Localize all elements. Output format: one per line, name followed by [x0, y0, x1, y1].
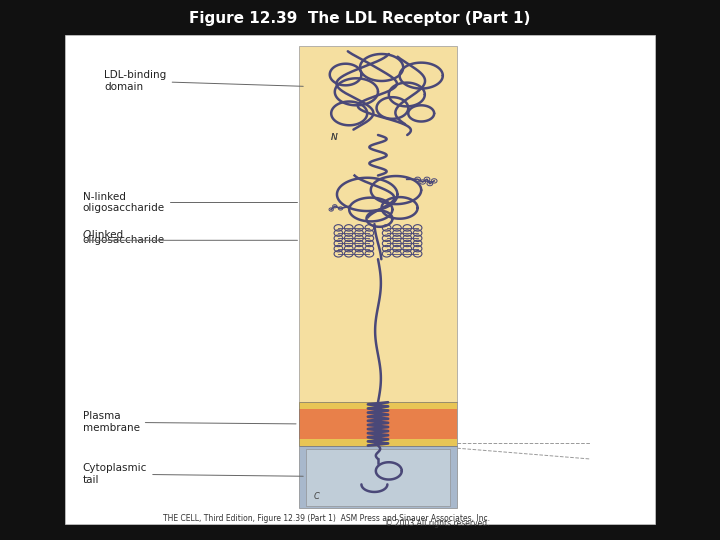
Bar	[299, 402, 457, 409]
Text: N-linked
oligosaccharide: N-linked oligosaccharide	[83, 192, 297, 213]
Text: LDL-binding
domain: LDL-binding domain	[104, 70, 303, 92]
Bar	[299, 402, 457, 446]
Text: N: N	[331, 133, 338, 142]
Bar	[299, 409, 457, 439]
Text: C: C	[313, 492, 319, 501]
Text: Figure 12.39  The LDL Receptor (Part 1): Figure 12.39 The LDL Receptor (Part 1)	[189, 11, 531, 26]
Bar	[306, 449, 450, 506]
Bar	[65, 35, 655, 524]
Bar	[299, 446, 457, 508]
Text: O: O	[83, 230, 91, 240]
Bar	[299, 46, 457, 402]
Text: THE CELL, Third Edition, Figure 12.39 (Part 1)  ASM Press and Sinauer Associates: THE CELL, Third Edition, Figure 12.39 (P…	[163, 514, 490, 523]
Text: © 2003 All rights reserved.: © 2003 All rights reserved.	[385, 519, 490, 528]
Text: Plasma
membrane: Plasma membrane	[83, 411, 296, 433]
Text: Cytoplasmic
tail: Cytoplasmic tail	[83, 463, 303, 485]
Text: oligosaccharide: oligosaccharide	[83, 235, 165, 245]
Text: N: N	[331, 133, 338, 142]
Text: -linked: -linked	[89, 230, 124, 240]
Bar	[299, 439, 457, 446]
